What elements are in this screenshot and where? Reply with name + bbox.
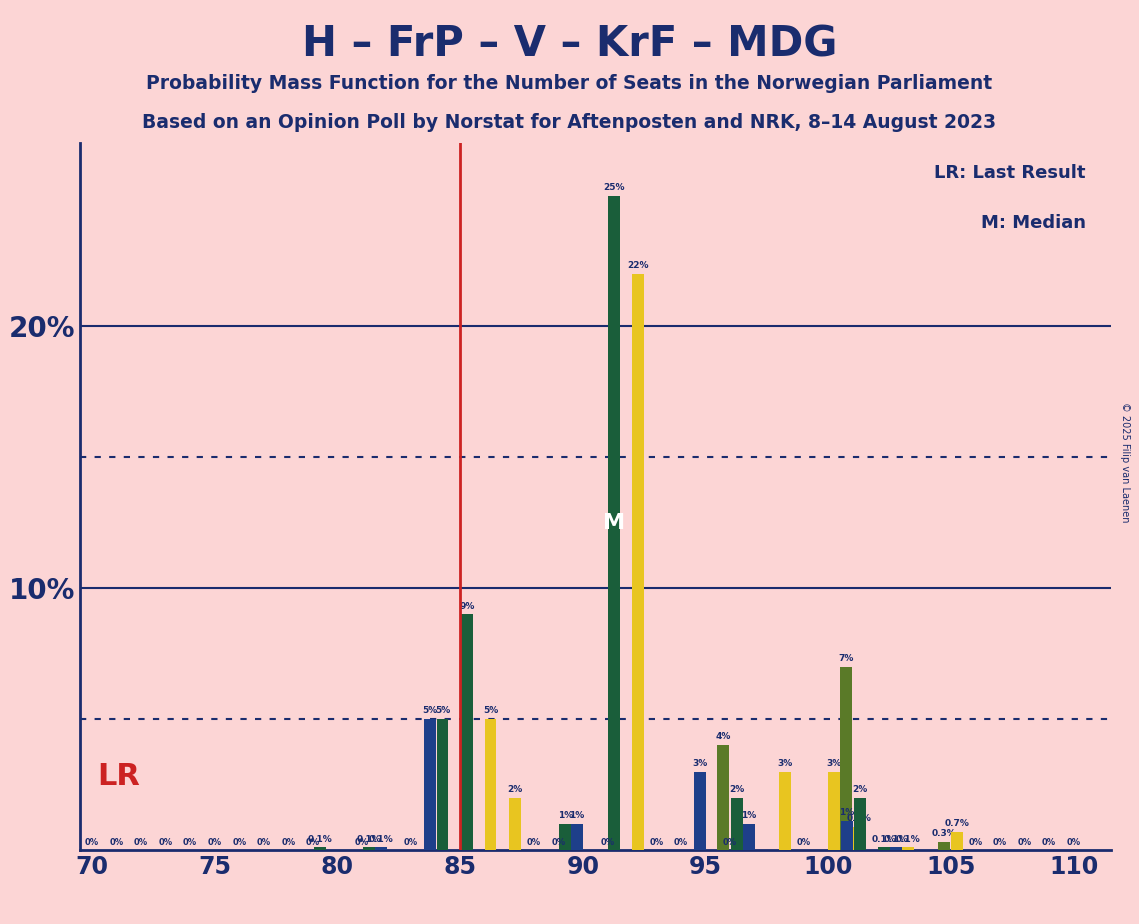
Text: 0%: 0% xyxy=(526,838,541,847)
Text: 0%: 0% xyxy=(207,838,222,847)
Bar xyxy=(779,772,790,850)
Text: 5%: 5% xyxy=(435,706,450,715)
Text: 0%: 0% xyxy=(1017,838,1032,847)
Text: 1%: 1% xyxy=(558,811,573,820)
Text: 0%: 0% xyxy=(551,838,565,847)
Bar xyxy=(854,797,866,850)
Bar xyxy=(608,196,620,850)
Text: 0%: 0% xyxy=(306,838,320,847)
Text: 0%: 0% xyxy=(404,838,418,847)
Text: 0.1%: 0.1% xyxy=(884,834,909,844)
Text: 0%: 0% xyxy=(674,838,688,847)
Text: 0%: 0% xyxy=(993,838,1007,847)
Bar xyxy=(828,772,841,850)
Bar xyxy=(632,274,644,850)
Text: 1%: 1% xyxy=(741,811,756,820)
Text: 9%: 9% xyxy=(459,602,475,611)
Bar xyxy=(878,847,891,850)
Text: 0%: 0% xyxy=(649,838,664,847)
Bar xyxy=(951,832,962,850)
Text: 22%: 22% xyxy=(628,261,648,270)
Bar xyxy=(436,719,449,850)
Bar xyxy=(718,746,729,850)
Bar xyxy=(891,847,902,850)
Text: 0%: 0% xyxy=(109,838,124,847)
Text: M: Median: M: Median xyxy=(981,214,1085,232)
Text: 0%: 0% xyxy=(968,838,983,847)
Text: LR: Last Result: LR: Last Result xyxy=(934,164,1085,182)
Text: 3%: 3% xyxy=(693,759,707,768)
Text: 5%: 5% xyxy=(483,706,498,715)
Text: 0%: 0% xyxy=(256,838,271,847)
Bar xyxy=(509,797,521,850)
Text: 25%: 25% xyxy=(604,183,625,191)
Text: 0.1%: 0.1% xyxy=(895,834,920,844)
Text: 0.9%: 0.9% xyxy=(846,814,871,822)
Bar xyxy=(841,667,852,850)
Text: 1%: 1% xyxy=(570,811,584,820)
Text: 0%: 0% xyxy=(1066,838,1081,847)
Bar xyxy=(559,824,571,850)
Text: 0%: 0% xyxy=(158,838,173,847)
Bar xyxy=(841,821,853,850)
Text: 5%: 5% xyxy=(423,706,437,715)
Bar xyxy=(424,719,435,850)
Text: 0%: 0% xyxy=(1042,838,1056,847)
Bar xyxy=(939,843,950,850)
Text: 2%: 2% xyxy=(729,784,745,794)
Text: 0%: 0% xyxy=(281,838,295,847)
Text: 0.3%: 0.3% xyxy=(932,830,957,838)
Text: 0%: 0% xyxy=(85,838,99,847)
Bar xyxy=(461,614,473,850)
Text: 0%: 0% xyxy=(183,838,197,847)
Text: 0.7%: 0.7% xyxy=(944,819,969,828)
Text: 4%: 4% xyxy=(715,733,731,741)
Text: LR: LR xyxy=(97,762,140,791)
Bar xyxy=(731,797,743,850)
Text: 0%: 0% xyxy=(723,838,737,847)
Bar xyxy=(314,847,326,850)
Text: 0%: 0% xyxy=(600,838,614,847)
Text: 0%: 0% xyxy=(796,838,811,847)
Bar xyxy=(853,827,865,850)
Text: 3%: 3% xyxy=(778,759,793,768)
Text: M: M xyxy=(604,513,625,533)
Bar xyxy=(485,719,497,850)
Text: 0.1%: 0.1% xyxy=(871,834,896,844)
Text: 0.1%: 0.1% xyxy=(357,834,382,844)
Bar xyxy=(743,824,755,850)
Text: 1%: 1% xyxy=(839,808,854,818)
Text: © 2025 Filip van Laenen: © 2025 Filip van Laenen xyxy=(1121,402,1130,522)
Text: 0.1%: 0.1% xyxy=(308,834,333,844)
Text: 7%: 7% xyxy=(838,654,853,663)
Text: 3%: 3% xyxy=(827,759,842,768)
Text: 2%: 2% xyxy=(508,784,523,794)
Bar xyxy=(902,847,913,850)
Text: 0%: 0% xyxy=(134,838,148,847)
Text: H – FrP – V – KrF – MDG: H – FrP – V – KrF – MDG xyxy=(302,23,837,65)
Text: 0.1%: 0.1% xyxy=(368,834,393,844)
Text: Probability Mass Function for the Number of Seats in the Norwegian Parliament: Probability Mass Function for the Number… xyxy=(147,74,992,93)
Text: 0%: 0% xyxy=(355,838,369,847)
Text: 2%: 2% xyxy=(852,784,867,794)
Text: 0%: 0% xyxy=(232,838,246,847)
Text: Based on an Opinion Poll by Norstat for Aftenposten and NRK, 8–14 August 2023: Based on an Opinion Poll by Norstat for … xyxy=(142,113,997,132)
Bar xyxy=(571,824,583,850)
Bar xyxy=(363,847,375,850)
Bar xyxy=(694,772,705,850)
Bar xyxy=(375,847,386,850)
